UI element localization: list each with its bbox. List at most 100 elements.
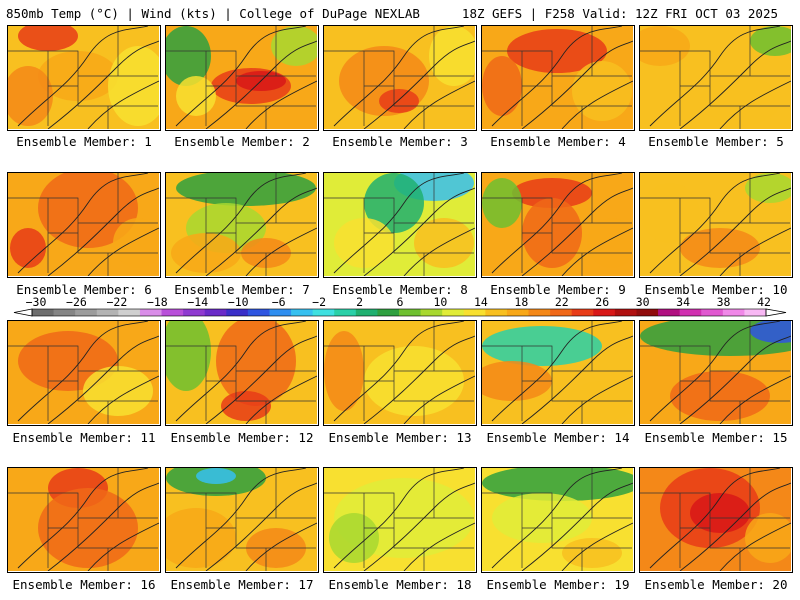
ensemble-member-label: Ensemble Member: 7 xyxy=(174,282,310,297)
ensemble-member-label: Ensemble Member: 8 xyxy=(332,282,468,297)
colorbar-tick-label: 6 xyxy=(397,295,404,309)
colorbar-swatch xyxy=(204,309,227,316)
colorbar-swatch xyxy=(247,309,270,316)
ensemble-member-label: Ensemble Member: 4 xyxy=(490,134,626,149)
colorbar-tick-label: −2 xyxy=(312,295,326,309)
temperature-map xyxy=(8,173,159,276)
ensemble-map-panel xyxy=(7,25,161,131)
colorbar-tick-label: −14 xyxy=(187,295,208,309)
colorbar-swatch xyxy=(550,309,573,316)
ensemble-member-label: Ensemble Member: 6 xyxy=(16,282,152,297)
colorbar-swatch xyxy=(334,309,357,316)
colorbar-swatch xyxy=(701,309,724,316)
ensemble-member-label: Ensemble Member: 13 xyxy=(328,430,472,445)
ensemble-member-label: Ensemble Member: 1 xyxy=(16,134,152,149)
colorbar-tick-label: 26 xyxy=(595,295,609,309)
colorbar-tick-label: 10 xyxy=(434,295,448,309)
ensemble-map-panel xyxy=(481,320,635,426)
colorbar-swatch xyxy=(183,309,206,316)
ensemble-map-panel xyxy=(165,172,319,278)
ensemble-member-label: Ensemble Member: 14 xyxy=(486,430,630,445)
temperature-map xyxy=(640,173,791,276)
temperature-map xyxy=(8,26,159,129)
temperature-map xyxy=(166,173,317,276)
temperature-map xyxy=(482,173,633,276)
ensemble-map-panel xyxy=(639,25,793,131)
colorbar-swatches xyxy=(13,308,787,317)
ensemble-map-panel xyxy=(323,172,477,278)
colorbar-tick-label: 14 xyxy=(474,295,488,309)
colorbar-swatch xyxy=(442,309,465,316)
colorbar-swatch xyxy=(161,309,184,316)
run-valid-time: 18Z GEFS | F258 Valid: 12Z FRI OCT 03 20… xyxy=(461,6,778,21)
temperature-colorbar: −30 −26 −22 −18 −14 −10 −6 −2 2 6 10 14 18 22 26 30 34 38… xyxy=(13,295,787,317)
ensemble-member-label: Ensemble Member: 16 xyxy=(12,577,156,592)
ensemble-member-label: Ensemble Member: 9 xyxy=(490,282,626,297)
colorbar-swatch xyxy=(593,309,616,316)
ensemble-map-panel xyxy=(481,172,635,278)
temperature-map xyxy=(8,321,159,424)
colorbar-swatch xyxy=(571,309,594,316)
colorbar-tick-label: 34 xyxy=(676,295,690,309)
colorbar-tick-label: 38 xyxy=(717,295,731,309)
temperature-map xyxy=(324,26,475,129)
ensemble-map-panel xyxy=(7,320,161,426)
ensemble-member-label: Ensemble Member: 19 xyxy=(486,577,630,592)
colorbar-swatch xyxy=(312,309,335,316)
colorbar-tick-label: 2 xyxy=(356,295,363,309)
colorbar-swatch xyxy=(377,309,400,316)
colorbar-swatch xyxy=(722,309,745,316)
temperature-map xyxy=(324,468,475,571)
colorbar-tick-label: −18 xyxy=(147,295,168,309)
temperature-map xyxy=(324,173,475,276)
colorbar-tick-label: −6 xyxy=(272,295,286,309)
colorbar-left-arrow xyxy=(13,308,33,317)
colorbar-tick-label: −30 xyxy=(26,295,47,309)
ensemble-map-panel xyxy=(165,25,319,131)
colorbar-swatch xyxy=(269,309,292,316)
colorbar-swatch xyxy=(506,309,530,316)
ensemble-member-label: Ensemble Member: 18 xyxy=(328,577,472,592)
temperature-map xyxy=(640,26,791,129)
ensemble-member-label: Ensemble Member: 15 xyxy=(644,430,788,445)
temperature-map xyxy=(8,468,159,571)
ensemble-member-label: Ensemble Member: 12 xyxy=(170,430,314,445)
colorbar-swatch xyxy=(399,309,422,316)
ensemble-map-panel xyxy=(7,467,161,573)
temperature-map xyxy=(482,468,633,571)
colorbar-tick-label: 18 xyxy=(514,295,528,309)
ensemble-member-label: Ensemble Member: 2 xyxy=(174,134,310,149)
temperature-map xyxy=(166,26,317,129)
colorbar-swatch xyxy=(420,309,443,316)
ensemble-map-panel xyxy=(165,467,319,573)
ensemble-member-label: Ensemble Member: 10 xyxy=(644,282,788,297)
temperature-map xyxy=(482,26,633,129)
colorbar-tick-label: 30 xyxy=(636,295,650,309)
ensemble-map-panel xyxy=(639,172,793,278)
colorbar-swatch xyxy=(291,309,314,316)
colorbar-swatch xyxy=(679,309,702,316)
colorbar-tick-label: −10 xyxy=(228,295,249,309)
ensemble-map-panel xyxy=(323,25,477,131)
ensemble-member-label: Ensemble Member: 11 xyxy=(12,430,156,445)
colorbar-swatch xyxy=(636,309,659,316)
ensemble-map-panel xyxy=(7,172,161,278)
ensemble-map-panel xyxy=(323,320,477,426)
temperature-map xyxy=(166,321,317,424)
colorbar-swatch xyxy=(744,309,767,316)
temperature-map xyxy=(166,468,317,571)
colorbar-swatch xyxy=(658,309,681,316)
ensemble-map-panel xyxy=(481,25,635,131)
colorbar-tick-label: 22 xyxy=(555,295,569,309)
colorbar-swatch xyxy=(96,309,119,316)
temperature-map xyxy=(640,468,791,571)
chart-title: 850mb Temp (°C) | Wind (kts) | College o… xyxy=(6,6,420,21)
colorbar-swatch xyxy=(355,309,378,316)
ensemble-map-panel xyxy=(165,320,319,426)
ensemble-member-label: Ensemble Member: 3 xyxy=(332,134,468,149)
temperature-map xyxy=(640,321,791,424)
ensemble-map-panel xyxy=(639,320,793,426)
colorbar-swatch xyxy=(463,309,486,316)
colorbar-tick-labels: −30 −26 −22 −18 −14 −10 −6 −2 2 6 10 14 18 22 26 30 34 38… xyxy=(26,295,771,309)
ensemble-member-label: Ensemble Member: 5 xyxy=(648,134,784,149)
